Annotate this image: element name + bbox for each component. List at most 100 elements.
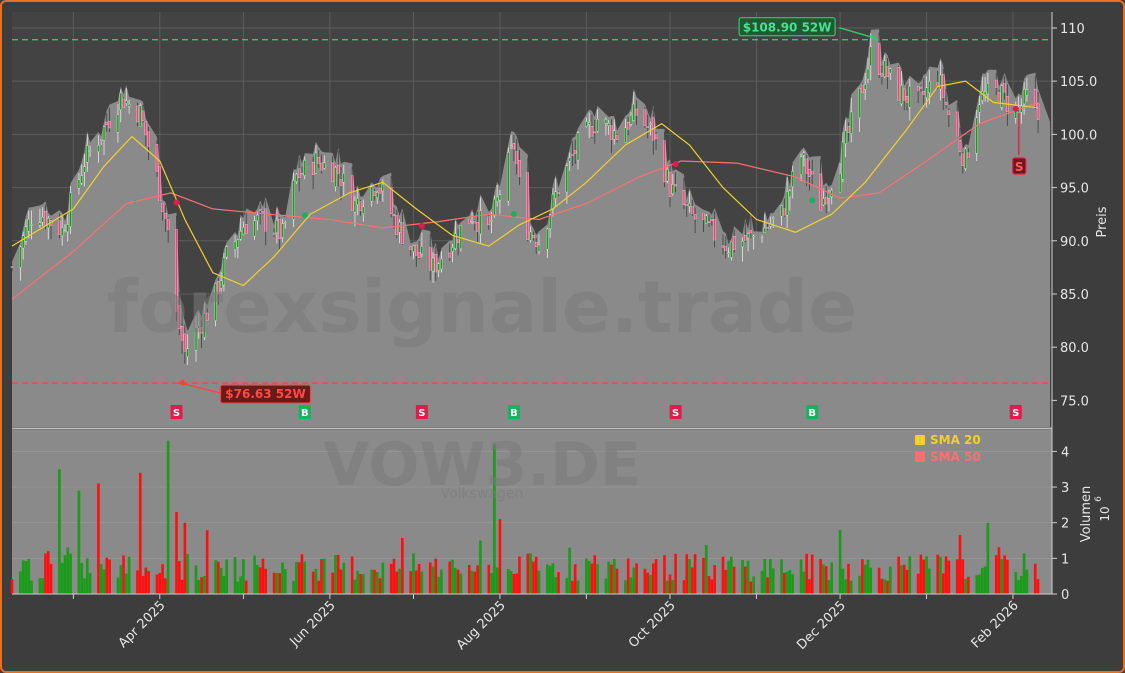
- legend-sma50-swatch: [915, 452, 925, 462]
- candle-body: [88, 150, 92, 152]
- volume-bar: [361, 574, 365, 594]
- volume-bar: [467, 564, 471, 594]
- signal-badge: [507, 405, 520, 419]
- candle-body: [546, 228, 549, 250]
- volume-bar: [944, 556, 948, 594]
- volume-bar: [264, 568, 268, 594]
- x-tick-label: Aug 2025: [454, 598, 509, 653]
- volume-axis-unit: 10: [1098, 506, 1112, 521]
- candle-body: [127, 103, 131, 107]
- candle-body: [710, 219, 713, 222]
- price-tick-label: 75.0: [1060, 394, 1089, 409]
- volume-bar: [529, 553, 532, 594]
- candle-body: [730, 241, 733, 258]
- candle-body: [298, 168, 301, 178]
- candle-body: [936, 82, 939, 86]
- volume-bar: [844, 579, 847, 594]
- signal-marker: [301, 212, 308, 219]
- volume-bar: [314, 568, 318, 594]
- volume-bar: [180, 579, 184, 594]
- candle-body: [22, 235, 25, 249]
- volume-bar: [239, 576, 242, 594]
- volume-bar: [493, 444, 496, 594]
- candle-body: [827, 193, 831, 199]
- candle-body: [161, 203, 164, 212]
- legend-sma20-label: SMA 20: [930, 433, 981, 447]
- candle-body: [256, 214, 259, 222]
- volume-bar: [682, 580, 686, 594]
- volume-bar: [994, 555, 998, 594]
- volume-bar: [283, 569, 287, 594]
- volume-bar: [60, 562, 64, 594]
- signal-badge: [1009, 405, 1022, 419]
- volume-bar: [771, 568, 775, 594]
- volume-bar: [615, 568, 619, 594]
- candle-body: [498, 194, 502, 201]
- candle-body: [437, 263, 440, 271]
- volume-bar: [838, 529, 842, 594]
- volume-bar: [27, 558, 31, 594]
- volume-bar: [986, 522, 990, 594]
- volume-bar: [431, 566, 435, 594]
- volume-bar: [88, 572, 92, 594]
- volume-bar: [905, 569, 909, 594]
- volume-bar: [186, 553, 189, 594]
- volume-bar: [451, 559, 454, 594]
- volume-bar: [537, 570, 541, 594]
- candle-body: [864, 84, 867, 90]
- candle-body: [576, 132, 580, 161]
- volume-bar: [916, 573, 920, 594]
- candle-body: [395, 215, 398, 236]
- volume-bar: [440, 569, 443, 594]
- candle-body: [194, 327, 198, 351]
- candle-body: [334, 167, 337, 187]
- volume-bar: [693, 554, 697, 594]
- candle-body: [420, 246, 423, 255]
- volume-bar: [730, 556, 733, 594]
- candle-body: [378, 187, 382, 194]
- candle-body: [253, 220, 256, 237]
- candle-body: [86, 145, 89, 163]
- candle-body: [967, 152, 970, 159]
- candle-body: [373, 191, 376, 196]
- candle-body: [649, 123, 652, 125]
- candle-body: [167, 219, 170, 230]
- volume-bar: [476, 565, 479, 594]
- candle-body: [139, 105, 142, 127]
- volume-bar: [1000, 559, 1004, 594]
- candle-body: [772, 217, 775, 219]
- candle-body: [470, 221, 474, 223]
- volume-bar: [721, 556, 725, 594]
- candle-body: [164, 212, 167, 219]
- candle-body: [417, 252, 421, 258]
- volume-bar: [546, 564, 549, 594]
- candle-body: [178, 305, 181, 329]
- volume-bar: [322, 558, 326, 594]
- volume-bar: [166, 440, 170, 594]
- volume-bar: [116, 577, 120, 594]
- volume-bar: [783, 572, 786, 594]
- candle-body: [359, 201, 362, 211]
- candle-body: [908, 85, 911, 108]
- volume-bar: [141, 575, 145, 594]
- candle-body: [468, 218, 471, 224]
- candle-body: [627, 122, 630, 130]
- candle-body: [272, 232, 276, 235]
- candle-body: [537, 244, 541, 252]
- candle-body: [878, 43, 881, 75]
- candle-body: [607, 123, 610, 126]
- volume-bar: [183, 522, 187, 594]
- candle-body: [362, 206, 365, 214]
- volume-bar: [858, 575, 861, 594]
- candle-body: [861, 84, 864, 94]
- candle-body: [259, 209, 262, 211]
- candle-body: [206, 312, 209, 321]
- candle-body: [529, 231, 532, 241]
- volume-bar: [21, 560, 25, 594]
- x-tick-label: Feb 2026: [969, 598, 1022, 651]
- sma20-line: [11, 80, 1039, 287]
- volume-bar: [498, 519, 502, 594]
- volume-bar: [509, 570, 513, 594]
- candle-body: [958, 140, 962, 153]
- candle-body: [487, 216, 490, 226]
